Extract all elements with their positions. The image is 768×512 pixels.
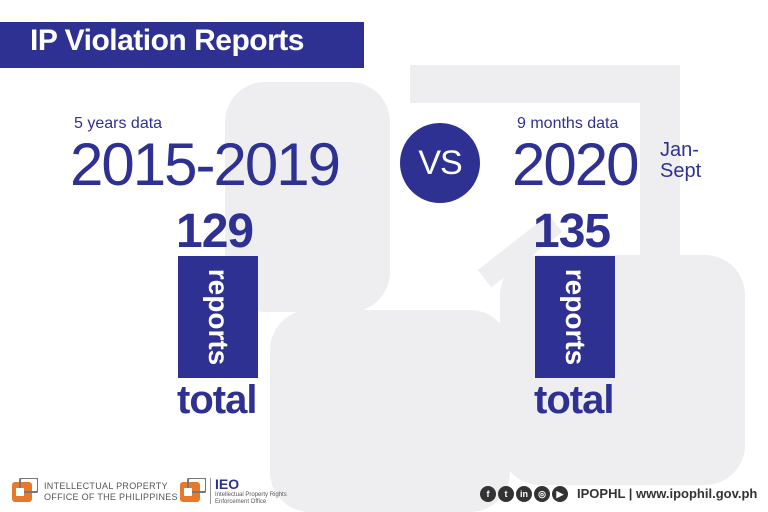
- left-reports-label: reports: [202, 269, 234, 365]
- ipophl-name-line2: OFFICE OF THE PHILIPPINES: [44, 492, 178, 503]
- website-handle[interactable]: IPOPHL | www.ipophil.gov.ph: [577, 486, 757, 501]
- twitter-icon[interactable]: t: [498, 486, 514, 502]
- right-total-label: total: [534, 380, 613, 420]
- right-reports-bar: reports: [535, 256, 615, 378]
- youtube-icon[interactable]: ▶: [552, 486, 568, 502]
- ieo-name-line1: Intellectual Property Rights: [215, 492, 287, 499]
- page-title: IP Violation Reports: [30, 24, 304, 58]
- facebook-icon[interactable]: f: [480, 486, 496, 502]
- right-range-line1: Jan-: [660, 140, 701, 161]
- linkedin-icon[interactable]: in: [516, 486, 532, 502]
- ieo-title: IEO: [215, 476, 239, 492]
- ieo-divider: [210, 478, 211, 504]
- ipophl-logo-icon: [12, 478, 38, 502]
- ieo-name: Intellectual Property Rights Enforcement…: [215, 492, 287, 506]
- right-year: 2020: [512, 135, 637, 195]
- right-count: 135: [533, 208, 610, 256]
- instagram-icon[interactable]: ◎: [534, 486, 550, 502]
- left-total-label: total: [177, 380, 256, 420]
- watermark-square-bottom: [270, 310, 510, 512]
- ipophl-name: INTELLECTUAL PROPERTY OFFICE OF THE PHIL…: [44, 481, 178, 503]
- right-range: Jan- Sept: [660, 140, 701, 182]
- left-reports-bar: reports: [178, 256, 258, 378]
- right-range-line2: Sept: [660, 161, 701, 182]
- ieo-name-line2: Enforcement Office: [215, 499, 287, 506]
- ieo-logo-icon: [180, 478, 206, 502]
- left-years: 2015-2019: [70, 135, 339, 195]
- ipophl-name-line1: INTELLECTUAL PROPERTY: [44, 481, 178, 492]
- right-reports-label: reports: [559, 269, 591, 365]
- left-count: 129: [176, 208, 253, 256]
- vs-badge: VS: [400, 123, 480, 203]
